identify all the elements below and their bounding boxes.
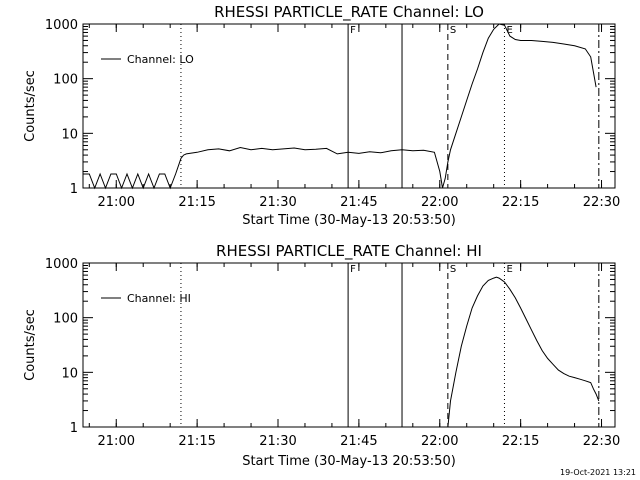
y-tick-label: 1: [70, 421, 78, 436]
plot-frame-lo: [82, 23, 616, 189]
chart-title-hi: RHESSI PARTICLE_RATE Channel: HI: [216, 242, 482, 261]
y-tick-label: 1000: [45, 18, 78, 33]
series-line-hi: [447, 276, 600, 428]
event-marker-label: E: [506, 25, 512, 36]
x-tick-label: 21:15: [178, 434, 215, 449]
x-tick-label: 21:45: [340, 195, 377, 210]
x-tick-label: 22:00: [421, 434, 458, 449]
event-marker-label: E: [506, 264, 512, 275]
y-tick-label: 10: [61, 366, 78, 381]
chart-title-lo: RHESSI PARTICLE_RATE Channel: LO: [214, 3, 484, 22]
y-tick-label: 10: [61, 127, 78, 142]
y-tick-label: 100: [53, 312, 78, 327]
legend-label-lo: Channel: LO: [127, 53, 194, 66]
y-tick-label: 1: [70, 182, 78, 197]
x-tick-label: 22:15: [502, 195, 539, 210]
x-tick-label: 22:30: [583, 434, 620, 449]
event-marker-label: S: [450, 264, 456, 275]
chart-panel-lo: RHESSI PARTICLE_RATE Channel: LO F S E 21:…: [23, 3, 620, 228]
x-tick-label: 21:30: [259, 434, 296, 449]
y-axis-ticks-hi: 1 10 100 1000: [45, 257, 615, 436]
x-tick-label: 21:00: [98, 434, 135, 449]
x-tick-label: 22:15: [502, 434, 539, 449]
y-tick-label: 100: [53, 73, 78, 88]
x-axis-label-hi: Start Time (30-May-13 20:53:50): [242, 454, 456, 469]
x-axis-ticks-lo: 21:00 21:15 21:30 21:45 22:00 22:15 22:30: [88, 24, 620, 210]
event-marker-label: S: [450, 25, 456, 36]
x-axis-label-lo: Start Time (30-May-13 20:53:50): [242, 213, 456, 228]
x-tick-label: 21:15: [178, 195, 215, 210]
plot-frame-hi: [82, 262, 616, 428]
x-tick-label: 22:00: [421, 195, 458, 210]
y-axis-label-lo: Counts/sec: [23, 70, 38, 142]
x-tick-label: 22:30: [583, 195, 620, 210]
y-axis-label-hi: Counts/sec: [23, 309, 38, 381]
date-stamp: 19-Oct-2021 13:21: [560, 468, 636, 477]
chart-panel-hi: RHESSI PARTICLE_RATE Channel: HI F S E 21:…: [23, 242, 620, 469]
legend-label-hi: Channel: HI: [127, 292, 191, 305]
event-marker-label: F: [350, 264, 356, 275]
x-tick-label: 21:45: [340, 434, 377, 449]
x-tick-label: 21:30: [259, 195, 296, 210]
y-axis-ticks-lo: 1 10 100 1000: [45, 18, 615, 197]
y-tick-label: 1000: [45, 257, 78, 272]
x-tick-label: 21:00: [98, 195, 135, 210]
series-line-lo: [83, 23, 597, 190]
event-marker-label: F: [350, 25, 356, 36]
x-axis-ticks-hi: 21:00 21:15 21:30 21:45 22:00 22:15 22:30: [88, 263, 620, 449]
